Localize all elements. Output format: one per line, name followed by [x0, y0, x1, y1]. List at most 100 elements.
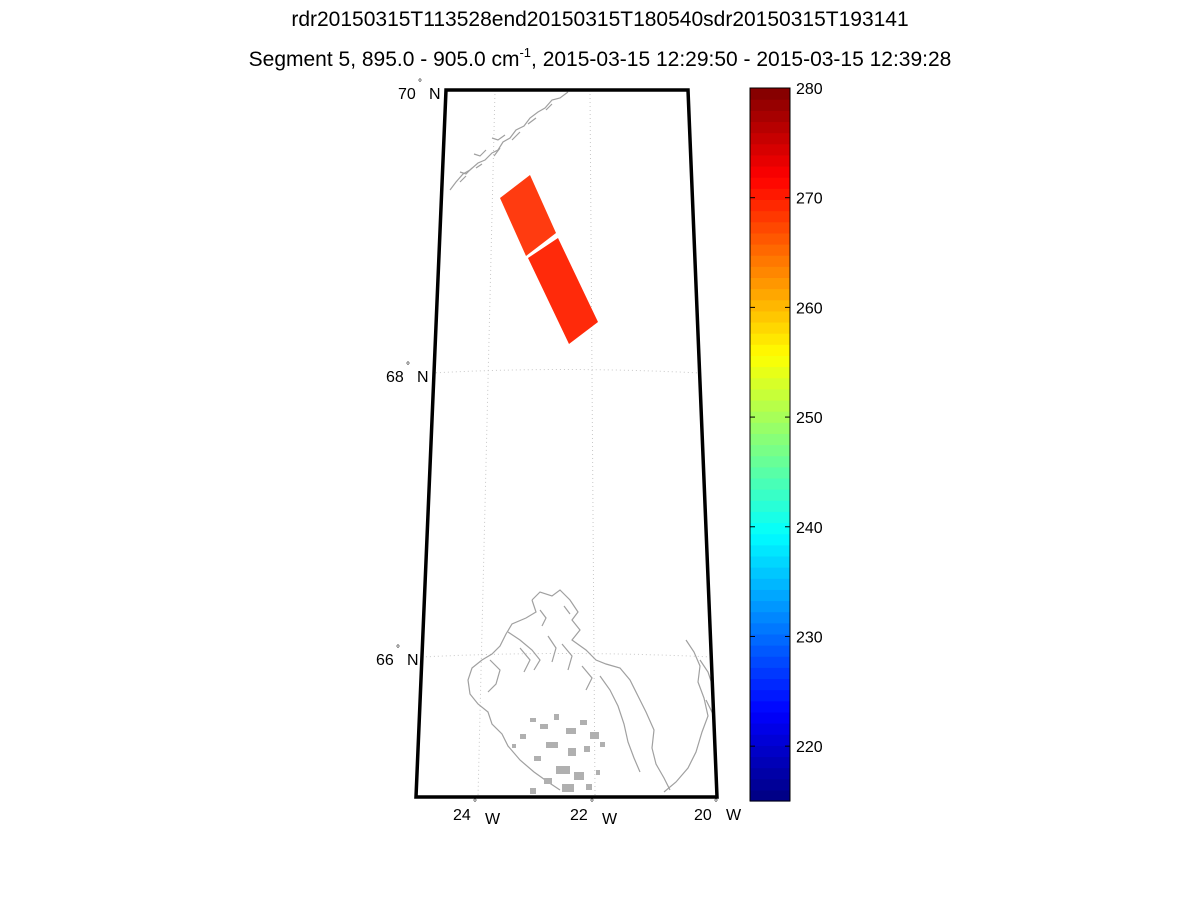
colorbar-band [750, 288, 790, 301]
colorbar-tick-label: 270 [796, 191, 823, 208]
parallel-68n [431, 369, 701, 374]
colorbar-band [750, 388, 790, 401]
colorbar-band [750, 466, 790, 479]
colorbar-band [750, 221, 790, 234]
colorbar-band [750, 377, 790, 390]
colorbar-band [750, 299, 790, 312]
colorbar-band [750, 422, 790, 434]
colorbar-band [750, 600, 790, 613]
colorbar-band [750, 689, 790, 702]
subtitle-post: , 2015-03-15 12:29:50 - 2015-03-15 12:39… [531, 48, 952, 71]
colorbar-band [750, 711, 790, 724]
colorbar-band [750, 667, 790, 680]
colorbar-band [750, 121, 790, 134]
lat-label-70-hemi: N [429, 86, 441, 103]
colorbar-band [750, 589, 790, 602]
lon-label-22-hemi: W [602, 811, 618, 828]
colorbar-band [750, 143, 790, 156]
colorbar-band [750, 177, 790, 189]
colorbar-band [750, 633, 790, 646]
lat-label-68-degree-symbol: ° [406, 361, 410, 372]
colorbar-tick-label: 230 [796, 629, 823, 646]
colorbar-band [750, 789, 790, 802]
iceland-interior-features [512, 714, 605, 794]
figure-title: rdr20150315T113528end20150315T180540sdr2… [291, 8, 909, 31]
colorbar-band [750, 232, 790, 245]
colorbar-ticks: 220 230 240 250 260 270 280 [750, 81, 823, 756]
lon-label-20-hemi: W [726, 807, 742, 824]
swath-data [500, 175, 598, 344]
colorbar-band [750, 199, 790, 212]
colorbar-band [750, 333, 790, 345]
colorbar-band [750, 210, 790, 223]
colorbar-band [750, 433, 790, 446]
colorbar: 220 230 240 250 260 270 280 [749, 81, 823, 802]
colorbar-band [750, 132, 790, 145]
lon-label-20-degree-symbol: ° [714, 798, 718, 809]
colorbar-band [750, 310, 790, 323]
colorbar-band [750, 578, 790, 590]
colorbar-band [750, 533, 790, 546]
colorbar-band [750, 477, 790, 490]
figure-subtitle: Segment 5, 895.0 - 905.0 cm-1, 2015-03-1… [0, 45, 1200, 72]
colorbar-band [750, 344, 790, 356]
lat-label-70-degree-symbol: ° [418, 78, 422, 89]
subtitle-superscript: -1 [519, 45, 532, 60]
lon-label-20-deg: 20 [694, 807, 712, 824]
lat-label-68-hemi: N [417, 369, 429, 386]
colorbar-band [750, 734, 790, 746]
colorbar-band [750, 767, 790, 780]
colorbar-band [750, 500, 790, 512]
swath-granule-upper [500, 175, 556, 256]
colorbar-tick-label: 260 [796, 300, 823, 317]
colorbar-band [750, 511, 790, 524]
swath-granule-lower [528, 238, 598, 344]
colorbar-band [750, 88, 790, 100]
lat-label-68-deg: 68 [386, 369, 404, 386]
colorbar-band [750, 366, 790, 379]
colorbar-band [750, 723, 790, 735]
colorbar-band [750, 99, 790, 111]
colorbar-band [750, 567, 790, 579]
lon-label-24-hemi: W [485, 811, 501, 828]
colorbar-band [750, 444, 790, 457]
map-frame [414, 88, 719, 799]
map-background [416, 90, 717, 797]
colorbar-tick-label: 220 [796, 739, 823, 756]
colorbar-band [750, 188, 790, 201]
colorbar-tick-label: 280 [796, 81, 823, 98]
parallel-66n [421, 653, 713, 658]
colorbar-band [750, 544, 790, 557]
lon-label-22-deg: 22 [570, 807, 588, 824]
colorbar-band [750, 165, 790, 178]
colorbar-band [750, 745, 790, 758]
colorbar-band [750, 110, 790, 123]
graticule [421, 90, 713, 797]
colorbar-band [750, 555, 790, 568]
longitude-labels: 24 ° W 22 ° W 20 ° W [453, 798, 742, 828]
colorbar-frame [749, 87, 791, 802]
colorbar-band [750, 399, 790, 412]
lon-label-24-deg: 24 [453, 807, 471, 824]
colorbar-band [750, 455, 790, 468]
colorbar-tick-label: 240 [796, 520, 823, 537]
colorbar-bands [750, 88, 790, 802]
colorbar-band [750, 277, 790, 290]
colorbar-band [750, 489, 790, 501]
lon-label-22-degree-symbol: ° [590, 798, 594, 809]
lat-label-66-degree-symbol: ° [396, 644, 400, 655]
lat-label-66-hemi: N [407, 652, 419, 669]
colorbar-band [750, 678, 790, 691]
lat-label-70-deg: 70 [398, 86, 416, 103]
lat-label-66-deg: 66 [376, 652, 394, 669]
colorbar-band [750, 266, 790, 278]
colorbar-band [750, 778, 790, 791]
colorbar-band [750, 611, 790, 624]
colorbar-band [750, 756, 790, 769]
colorbar-band [750, 255, 790, 267]
colorbar-band [750, 622, 790, 635]
lon-label-24-degree-symbol: ° [473, 798, 477, 809]
colorbar-band [750, 355, 790, 368]
colorbar-band [750, 645, 790, 657]
